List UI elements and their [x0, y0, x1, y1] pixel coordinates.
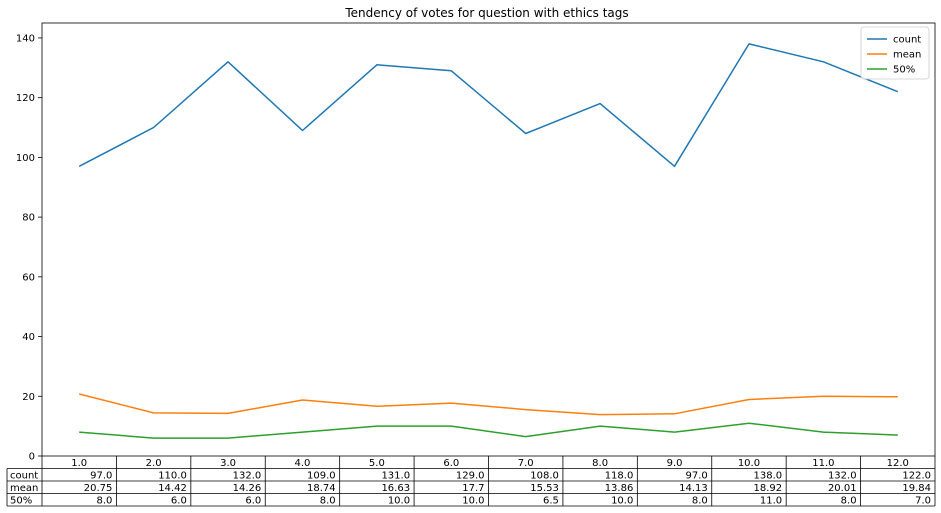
table-cell: 131.0 [381, 471, 410, 482]
legend-label-mean: mean [893, 50, 921, 61]
table-cell: 10.0 [611, 496, 633, 507]
x-tick-label: 10.0 [738, 458, 760, 469]
table-cell: 7.0 [915, 496, 931, 507]
table-cell: 18.74 [307, 483, 336, 494]
table-cell: 132.0 [233, 471, 262, 482]
table-row-label: mean [10, 483, 38, 494]
table-cell: 18.92 [754, 483, 783, 494]
table-cell: 16.63 [381, 483, 410, 494]
table-cell: 6.0 [245, 496, 261, 507]
table-cell: 10.0 [462, 496, 484, 507]
table-cell: 8.0 [841, 496, 857, 507]
table-cell: 132.0 [828, 471, 857, 482]
table-cell: 20.75 [84, 483, 113, 494]
x-tick-label: 2.0 [146, 458, 162, 469]
y-tick-label: 80 [22, 213, 35, 224]
x-tick-label: 6.0 [443, 458, 459, 469]
y-tick-label: 20 [22, 392, 35, 403]
table-cell: 122.0 [902, 471, 931, 482]
plot-frame [41, 22, 936, 457]
series-line-50% [79, 422, 898, 439]
x-tick-label: 5.0 [369, 458, 385, 469]
y-tick-label: 120 [16, 93, 35, 104]
y-tick-label: 100 [16, 153, 35, 164]
table-cell: 17.7 [462, 483, 484, 494]
table-cell: 14.13 [679, 483, 708, 494]
table-cell: 20.01 [828, 483, 857, 494]
legend-label-count: count [893, 35, 921, 46]
x-tick-label: 3.0 [220, 458, 236, 469]
x-tick-label: 7.0 [518, 458, 534, 469]
legend: count mean 50% [860, 26, 930, 80]
x-tick-label: 8.0 [592, 458, 608, 469]
table-cell: 8.0 [320, 496, 336, 507]
x-tick-label: 9.0 [667, 458, 683, 469]
x-tick-label: 12.0 [887, 458, 909, 469]
table-row-label: count [10, 471, 38, 482]
table-cell: 129.0 [456, 471, 485, 482]
table-cell: 14.26 [233, 483, 262, 494]
table-cell: 8.0 [692, 496, 708, 507]
series-line-count [78, 43, 899, 168]
legend-box [860, 26, 930, 80]
x-tick-label: 4.0 [295, 458, 311, 469]
chart-title: Tendency of votes for question with ethi… [344, 6, 628, 20]
table-cell: 110.0 [158, 471, 187, 482]
table-cell: 15.53 [530, 483, 559, 494]
x-tick-label: 11.0 [812, 458, 834, 469]
table-cell: 14.42 [158, 483, 187, 494]
table-cell: 109.0 [307, 471, 336, 482]
y-tick-label: 140 [16, 33, 35, 44]
table-cell: 10.0 [388, 496, 410, 507]
table-cell: 8.0 [97, 496, 113, 507]
table-cell: 6.5 [543, 496, 559, 507]
y-tick-label: 0 [29, 452, 35, 463]
table-cell: 108.0 [530, 471, 559, 482]
y-tick-label: 60 [22, 272, 35, 283]
data-table: 1.0 2.0 3.0 4.0 5.0 6.0 7.0 8.0 9.0 10.0 11.0 12.0 c… [6, 456, 936, 507]
legend-label-50%: 50% [893, 65, 915, 76]
table-cell: 6.0 [171, 496, 187, 507]
y-tick-label: 40 [22, 332, 35, 343]
table-cell: 97.0 [90, 471, 112, 482]
x-tick-label: 1.0 [71, 458, 87, 469]
table-cell: 11.0 [760, 496, 782, 507]
table-row-label: 50% [10, 496, 32, 507]
table-cell: 118.0 [605, 471, 634, 482]
table-cell: 97.0 [685, 471, 707, 482]
table-cell: 19.84 [902, 483, 931, 494]
table-cell: 138.0 [754, 471, 783, 482]
series-line-mean [79, 393, 898, 416]
table-cell: 13.86 [605, 483, 634, 494]
